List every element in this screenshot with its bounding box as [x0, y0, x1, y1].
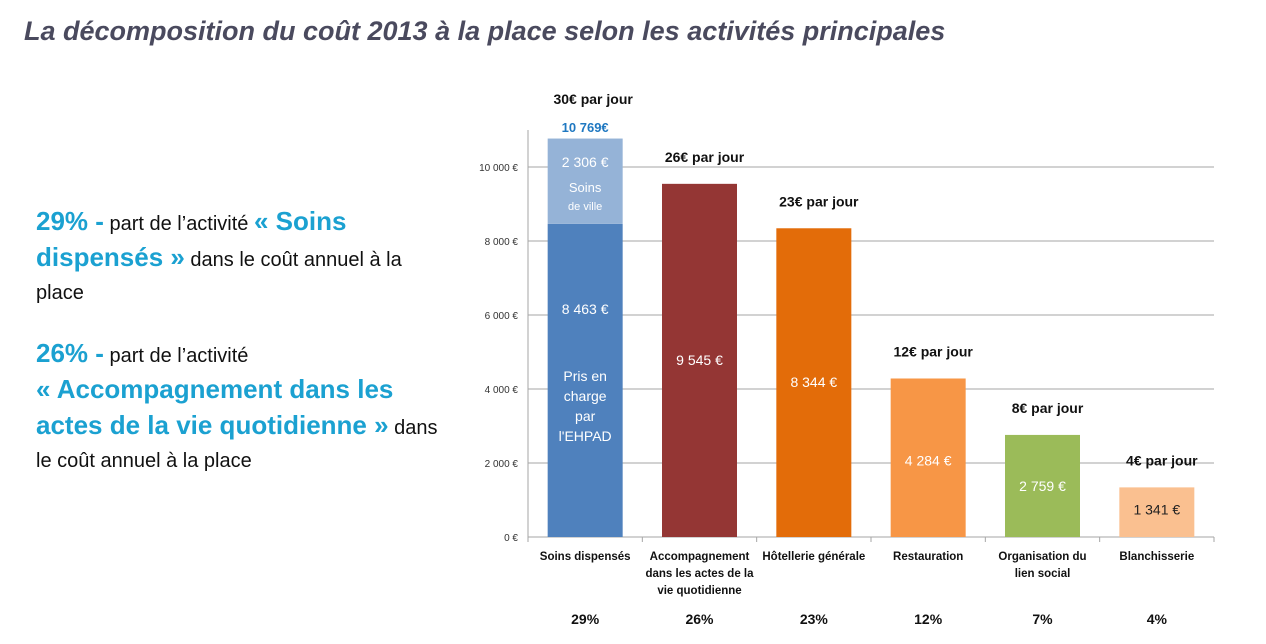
category-label: dans les actes de la — [645, 568, 754, 580]
segment-text: charge — [564, 388, 607, 404]
soins-activity: « Soins dispensés » — [36, 206, 347, 272]
per-day-label: 26€ par jour — [665, 149, 745, 165]
bar-segment-soins-de-ville — [547, 138, 623, 224]
segment-value-label: 2 306 € — [562, 154, 609, 170]
accomp-text-2: dans le coût annuel à la place — [36, 417, 438, 472]
category-label: Soins dispensés — [540, 551, 631, 563]
per-day-label: 30€ par jour — [553, 91, 633, 107]
y-tick-label: 0 € — [504, 533, 518, 544]
soins-text-1: part de l’activité — [103, 213, 254, 235]
share-label: 7% — [1032, 611, 1053, 627]
bar-value-label: 9 545 € — [676, 352, 723, 368]
category-label: Organisation du — [998, 551, 1086, 563]
y-tick-label: 2 000 € — [485, 459, 519, 470]
segment-text: l'EHPAD — [559, 428, 612, 444]
share-label: 23% — [800, 611, 829, 627]
bar-value-label: 2 759 € — [1019, 478, 1066, 494]
share-label: 4% — [1147, 611, 1168, 627]
category-label: Blanchisserie — [1119, 551, 1194, 563]
category-label: lien social — [1015, 568, 1071, 580]
segment-text: Pris en — [563, 368, 607, 384]
segment-value-label: 8 463 € — [562, 301, 609, 317]
bar — [1119, 487, 1195, 537]
bar — [776, 228, 852, 537]
y-tick-label: 10 000 € — [479, 163, 518, 174]
y-tick-label: 4 000 € — [485, 385, 519, 396]
share-label: 12% — [914, 611, 943, 627]
bar-value-label: 1 341 € — [1133, 502, 1180, 518]
category-label: Accompagnement — [650, 551, 750, 563]
y-tick-label: 6 000 € — [485, 311, 519, 322]
category-label: vie quotidienne — [657, 585, 741, 597]
soins-text-2: dans le coût annuel à la place — [36, 249, 402, 304]
accompagnement-share-paragraph: 26% - part de l’activité « Accompagnemen… — [36, 337, 451, 478]
category-label: Hôtellerie générale — [762, 551, 865, 563]
soins-share-paragraph: 29% - part de l’activité « Soins dispens… — [36, 205, 451, 310]
total-value-label: 10 769€ — [562, 120, 609, 135]
bar — [890, 378, 966, 537]
per-day-label: 8€ par jour — [1012, 400, 1084, 416]
per-day-label: 23€ par jour — [779, 193, 859, 209]
accomp-pct: 26% - — [36, 338, 104, 368]
share-label: 29% — [571, 611, 600, 627]
y-tick-label: 8 000 € — [485, 237, 519, 248]
soins-pct: 29% - — [36, 206, 104, 236]
category-label: Restauration — [893, 551, 963, 563]
accomp-activity: « Accompagnement dans les actes de la vi… — [36, 374, 394, 440]
bar-segment-ehpad — [547, 223, 623, 537]
bar-value-label: 4 284 € — [905, 453, 952, 469]
segment-text: Soins — [569, 180, 602, 195]
bar-value-label: 8 344 € — [790, 374, 837, 390]
accomp-text-1: part de l’activité — [103, 345, 249, 367]
segment-text: par — [575, 408, 596, 424]
bar — [1005, 434, 1080, 537]
per-day-label: 12€ par jour — [893, 343, 973, 359]
page-title: La décomposition du coût 2013 à la place… — [24, 16, 946, 46]
segment-text: de ville — [568, 201, 602, 213]
bar — [662, 183, 737, 537]
per-day-label: 4€ par jour — [1126, 452, 1198, 468]
share-label: 26% — [685, 611, 714, 627]
